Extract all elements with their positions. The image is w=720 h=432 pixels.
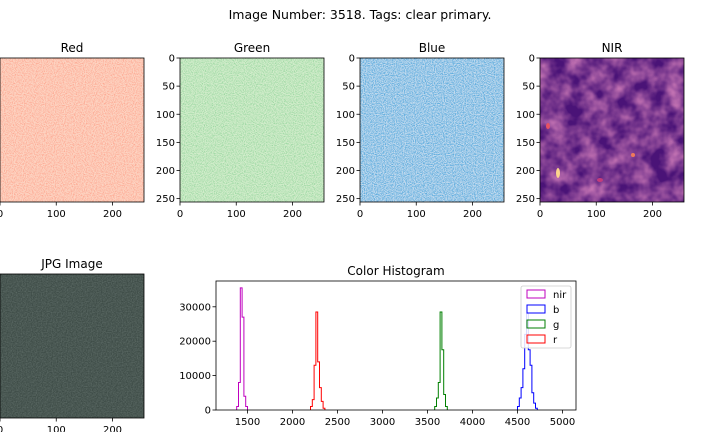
y-tick-label: 50 [162,82,175,93]
x-tick-label: 100 [47,209,66,220]
nir-x-axis: 0 100 200 [537,202,662,220]
nir-bright-spot [631,153,635,157]
nir-panel-title: NIR [602,41,623,55]
y-tick-label: 100 [516,110,535,121]
hist-y-tick-label: 20000 [179,337,211,348]
histogram-series-g [434,311,448,410]
green-y-axis: 0 50 100 150 200 250 [156,54,180,205]
jpg-x-axis: 0 100 200 [0,418,122,432]
nir-panel-frame [539,57,685,203]
legend-label-nir: nir [553,290,567,301]
y-tick-label: 250 [516,194,535,205]
y-tick-label: 0 [169,54,175,65]
histogram-panel: Color Histogram 1500 2000 2500 3000 3500 4000… [179,264,577,428]
red-panel-title: Red [61,41,84,55]
y-tick-label: 100 [336,110,355,121]
nir-panel: NIR 0 100 200 0 50 100 150 200 250 [516,41,685,220]
y-tick-label: 250 [336,194,355,205]
legend-swatch-b [526,304,546,314]
x-tick-label: 0 [357,209,363,220]
hist-x-tick-label: 2000 [280,417,305,428]
red-x-axis: 0 100 200 [0,202,122,220]
y-tick-label: 50 [342,82,355,93]
hist-x-tick-label: 4500 [505,417,530,428]
green-panel: Green 0 100 200 0 50 100 150 200 250 [156,41,325,220]
nir-bright-spot [597,178,603,182]
legend-label-b: b [553,305,559,316]
figure-title: Image Number: 3518. Tags: clear primary. [229,7,492,22]
y-tick-label: 200 [156,166,175,177]
hist-y-tick-label: 10000 [179,371,211,382]
hist-x-tick-label: 1500 [235,417,260,428]
hist-y-tick-label: 0 [205,406,211,417]
legend-label-g: g [553,320,559,331]
y-tick-label: 150 [156,138,175,149]
histogram-frame [215,280,577,411]
hist-x-tick-label: 3000 [370,417,395,428]
histogram-series-group [236,287,538,410]
legend-entries: nir bgr [526,289,567,346]
x-tick-label: 200 [463,209,482,220]
y-tick-label: 50 [522,82,535,93]
y-tick-label: 200 [336,166,355,177]
histogram-title: Color Histogram [347,264,444,278]
blue-panel-frame [359,57,505,203]
red-panel-frame [0,57,145,203]
red-panel: Red 0 100 200 [0,41,145,220]
nir-bright-spot [556,168,560,178]
hist-x-tick-label: 2500 [325,417,350,428]
blue-panel-title: Blue [419,41,446,55]
jpg-panel-title: JPG Image [40,257,102,271]
legend-box [520,285,572,349]
blue-x-axis: 0 100 200 [357,202,482,220]
legend-swatch-g [526,319,546,329]
red-image-texture [0,58,144,202]
blue-image-texture [360,58,504,202]
nir-image-texture [540,58,684,202]
x-tick-label: 0 [537,209,543,220]
green-panel-title: Green [234,41,270,55]
y-tick-label: 100 [156,110,175,121]
y-tick-label: 150 [336,138,355,149]
nir-bright-spot [546,123,550,129]
hist-x-tick-label: 4000 [460,417,485,428]
histogram-legend: nir bgr [520,285,572,349]
jpg-panel-frame [0,273,145,419]
x-tick-label: 0 [0,425,3,432]
legend-swatch-r [526,334,546,344]
x-tick-label: 100 [47,425,66,432]
x-tick-label: 200 [103,425,122,432]
jpg-image-texture [0,274,144,418]
y-tick-label: 250 [156,194,175,205]
x-tick-label: 0 [0,209,3,220]
jpg-panel: JPG Image 0 100 200 [0,257,145,432]
nir-y-axis: 0 50 100 150 200 250 [516,54,540,205]
blue-y-axis: 0 50 100 150 200 250 [336,54,360,205]
x-tick-label: 200 [283,209,302,220]
x-tick-label: 100 [227,209,246,220]
green-image-texture [180,58,324,202]
legend-swatch-nir [526,289,546,299]
x-tick-label: 200 [643,209,662,220]
y-tick-label: 200 [516,166,535,177]
green-x-axis: 0 100 200 [177,202,302,220]
y-tick-label: 150 [516,138,535,149]
histogram-series-nir [236,287,248,410]
green-panel-frame [179,57,325,203]
x-tick-label: 0 [177,209,183,220]
histogram-axes: 1500 2000 2500 3000 3500 4000 4500 5000 0 10000 20… [179,302,575,428]
histogram-series-r [310,311,326,410]
x-tick-label: 100 [407,209,426,220]
blue-panel: Blue 0 100 200 0 50 100 150 200 250 [336,41,505,220]
hist-x-tick-label: 5000 [550,417,575,428]
y-tick-label: 0 [529,54,535,65]
y-tick-label: 0 [349,54,355,65]
hist-y-tick-label: 30000 [179,302,211,313]
x-tick-label: 100 [587,209,606,220]
x-tick-label: 200 [103,209,122,220]
legend-label-r: r [553,335,558,346]
hist-x-tick-label: 3500 [415,417,440,428]
